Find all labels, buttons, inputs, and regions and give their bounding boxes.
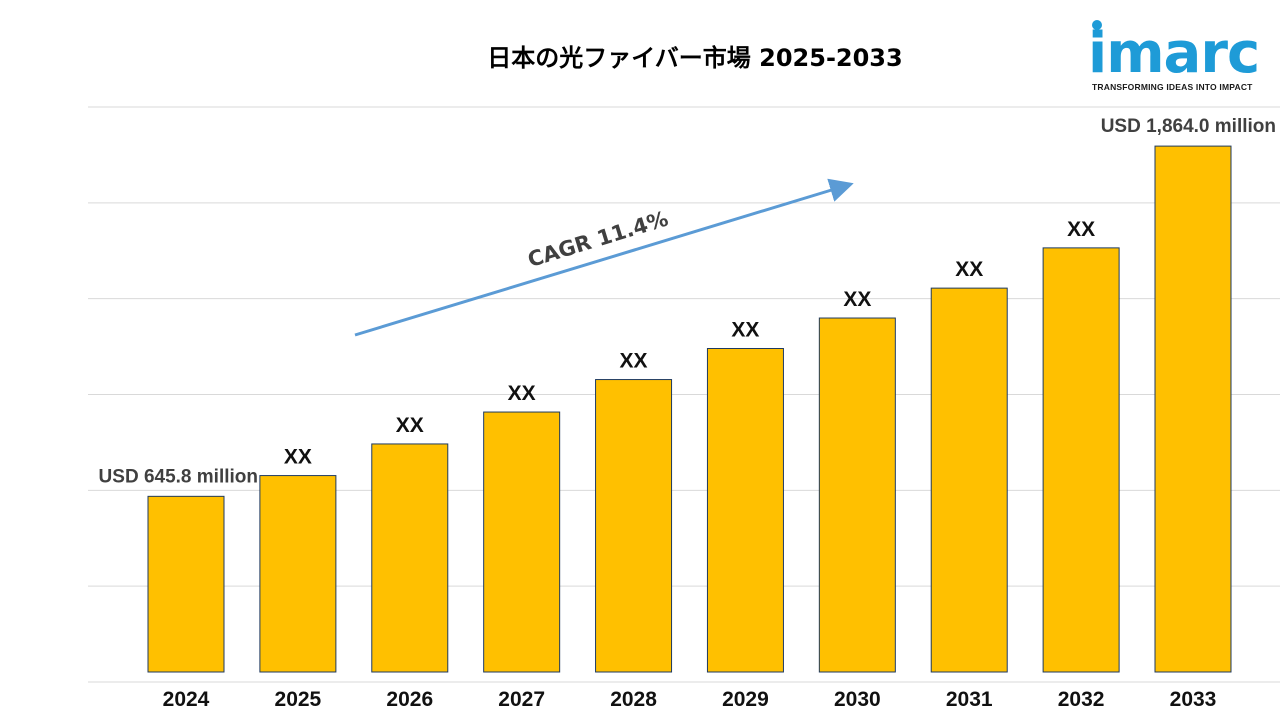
bar-2028 bbox=[595, 379, 673, 673]
x-tick-2027: 2027 bbox=[498, 688, 545, 711]
x-tick-2026: 2026 bbox=[386, 688, 433, 711]
x-tick-2031: 2031 bbox=[946, 688, 993, 711]
bar-2027 bbox=[483, 411, 561, 673]
bar-2029 bbox=[706, 348, 784, 673]
logo-wordmark: imarc bbox=[1088, 21, 1260, 86]
logo-dot-icon bbox=[1092, 20, 1102, 30]
data-label-2030: XX bbox=[843, 288, 871, 311]
bar-2031 bbox=[930, 287, 1008, 673]
x-tick-2032: 2032 bbox=[1058, 688, 1105, 711]
data-label-2027: XX bbox=[508, 382, 536, 405]
x-tick-2028: 2028 bbox=[610, 688, 657, 711]
cagr-annotation: CAGR 11.4% bbox=[354, 178, 854, 337]
bar-2024 bbox=[147, 495, 225, 673]
bar-2025 bbox=[259, 475, 337, 673]
data-label-2028: XX bbox=[620, 350, 648, 373]
x-tick-2025: 2025 bbox=[275, 688, 322, 711]
data-label-2033: USD 1,864.0 million bbox=[1101, 116, 1276, 137]
bar-2033 bbox=[1154, 145, 1232, 673]
bars bbox=[147, 145, 1232, 673]
x-tick-2033: 2033 bbox=[1170, 688, 1217, 711]
data-label-2032: XX bbox=[1067, 218, 1095, 241]
data-label-2029: XX bbox=[731, 319, 759, 342]
chart-title: 日本の光ファイバー市場 2025-2033 bbox=[487, 44, 903, 72]
data-label-2025: XX bbox=[284, 446, 312, 469]
bar-2032 bbox=[1042, 247, 1120, 673]
bar-2026 bbox=[371, 443, 449, 673]
cagr-arrow bbox=[354, 178, 854, 337]
x-tick-2024: 2024 bbox=[163, 688, 210, 711]
x-tick-labels: 2024 2025 2026 2027 2028 2029 2030 2031 2032 2033 bbox=[163, 688, 1217, 711]
x-tick-2030: 2030 bbox=[834, 688, 881, 711]
logo-tagline: TRANSFORMING IDEAS INTO IMPACT bbox=[1092, 82, 1253, 92]
data-label-2031: XX bbox=[955, 258, 983, 281]
data-label-2026: XX bbox=[396, 414, 424, 437]
imarc-logo: imarc TRANSFORMING IDEAS INTO IMPACT bbox=[1088, 18, 1268, 98]
x-tick-2029: 2029 bbox=[722, 688, 769, 711]
data-labels: USD 645.8 million XX XX XX XX XX XX XX XX USD 1,8… bbox=[99, 116, 1276, 487]
bar-2030 bbox=[818, 317, 896, 673]
data-label-2024: USD 645.8 million bbox=[99, 466, 258, 487]
